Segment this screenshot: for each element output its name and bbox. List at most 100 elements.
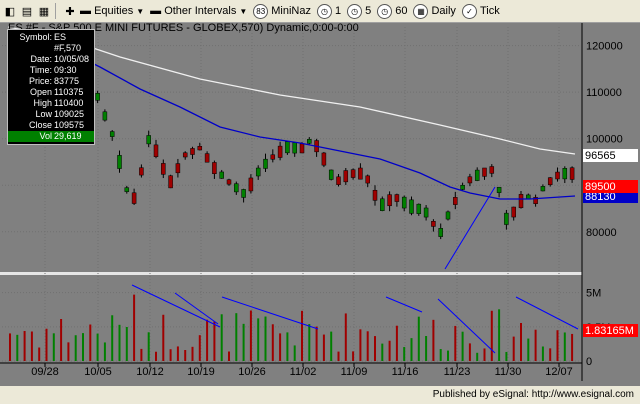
last-volume-label-background bbox=[583, 324, 638, 337]
price-tick-label: 110000 bbox=[586, 87, 622, 99]
footer: Published by eSignal: http://www.esignal… bbox=[0, 386, 640, 404]
info-value: 109025 bbox=[54, 109, 85, 119]
equities-dropdown[interactable]: ▬ Equities ▼ bbox=[80, 5, 144, 17]
candle-body bbox=[255, 167, 261, 177]
volume-tick-label: 5M bbox=[586, 288, 601, 300]
candle-body bbox=[511, 206, 516, 218]
candle-body bbox=[365, 175, 370, 184]
panel-divider bbox=[0, 272, 582, 275]
candle-body bbox=[533, 197, 538, 204]
date-tick-label: 09/28 bbox=[31, 366, 59, 378]
price-tick-label: 100000 bbox=[586, 134, 623, 146]
candle-body bbox=[219, 171, 224, 179]
date-tick-label: 10/19 bbox=[187, 366, 215, 378]
candle-body bbox=[401, 196, 407, 209]
fast-moving-average-line bbox=[59, 46, 576, 200]
last-price-label-background bbox=[583, 180, 638, 193]
price-tick-label: 80000 bbox=[586, 227, 617, 239]
tick-button[interactable]: ✓ Tick bbox=[461, 3, 500, 19]
candle-body bbox=[197, 145, 203, 151]
candle-body bbox=[504, 212, 509, 225]
candle-body bbox=[277, 145, 283, 158]
symbol-badge: 83 bbox=[253, 3, 269, 19]
candle-body bbox=[117, 155, 122, 169]
candle-body bbox=[453, 197, 458, 205]
slow-ma-value-label: 96565 bbox=[585, 150, 616, 162]
last-volume-label: 1.83165M bbox=[585, 325, 634, 337]
volume-trendline bbox=[515, 296, 579, 330]
interval-1-label: 1 bbox=[334, 5, 342, 17]
candle-body bbox=[358, 167, 363, 180]
info-row: Low 109025 bbox=[8, 109, 94, 120]
interval-1-button[interactable]: ◷ 1 bbox=[316, 3, 342, 19]
folder-icon: ▬ bbox=[150, 5, 162, 17]
info-value: 29,619 bbox=[54, 131, 82, 141]
grid-icon[interactable]: ▦ bbox=[38, 5, 50, 18]
toolbar: ◧ ▤ ▦ ✚ ▬ Equities ▼ ▬ Other Intervals ▼ 8… bbox=[0, 0, 640, 23]
daily-button[interactable]: ▦ Daily bbox=[413, 3, 456, 19]
candle-body bbox=[285, 141, 290, 154]
candle-body bbox=[569, 167, 575, 180]
info-key: Price: bbox=[28, 76, 52, 86]
candle-body bbox=[131, 192, 137, 204]
date-tick-label: 10/12 bbox=[136, 366, 164, 378]
chart-background bbox=[0, 23, 640, 381]
clock-icon: ◷ bbox=[316, 3, 332, 19]
chart-title: ES #F - S&P 500 E MINI FUTURES - GLOBEX,… bbox=[8, 22, 359, 34]
candle-body bbox=[212, 162, 217, 174]
interval-60-button[interactable]: ◷ 60 bbox=[377, 3, 407, 19]
calendar-icon: ▦ bbox=[413, 3, 429, 19]
candle-body bbox=[95, 93, 100, 101]
trendlines bbox=[131, 186, 579, 354]
candle-body bbox=[109, 131, 115, 137]
candle-body bbox=[562, 168, 568, 180]
other-intervals-label: Other Intervals bbox=[164, 5, 237, 17]
candle-body bbox=[248, 177, 254, 192]
plus-icon[interactable]: ✚ bbox=[65, 5, 75, 18]
info-key: Low bbox=[35, 109, 52, 119]
candle-body bbox=[153, 144, 159, 157]
mininaz-button[interactable]: 83 MiniNaz bbox=[253, 3, 311, 19]
info-row: High 110400 bbox=[8, 98, 94, 109]
candle-body bbox=[540, 186, 546, 192]
candle-body bbox=[467, 176, 473, 184]
interval-5-button[interactable]: ◷ 5 bbox=[347, 3, 372, 19]
fast-ma-value-label: 88130 bbox=[585, 191, 616, 203]
candle-body bbox=[336, 176, 341, 185]
candle-body bbox=[175, 163, 181, 174]
chevron-down-icon: ▼ bbox=[136, 6, 145, 16]
candle-body bbox=[204, 153, 210, 163]
symbol-icon[interactable]: ◧ bbox=[4, 5, 16, 18]
layout-icon[interactable]: ▤ bbox=[21, 5, 33, 18]
info-key: High bbox=[33, 98, 52, 108]
volume-trendline bbox=[131, 284, 221, 328]
candle-body bbox=[496, 186, 502, 193]
info-value: 10/05/08 bbox=[54, 54, 90, 64]
candle-body bbox=[489, 166, 495, 174]
fast-ma-value-label-background bbox=[583, 190, 638, 203]
candle-body bbox=[234, 183, 239, 193]
candle-body bbox=[168, 175, 173, 189]
cursor-info-box: Symbol: ES #F,570 Date: 10/05/08 Time: 09:30 P… bbox=[7, 29, 95, 145]
date-tick-label: 11/30 bbox=[495, 366, 522, 378]
clock-icon: ◷ bbox=[347, 3, 363, 19]
candle-body bbox=[526, 194, 531, 200]
info-value: 109575 bbox=[54, 120, 85, 130]
info-row: Symbol: ES #F,570 bbox=[8, 32, 94, 54]
candle-body bbox=[226, 179, 232, 185]
candle-body bbox=[270, 154, 276, 160]
candle-body bbox=[321, 152, 327, 166]
candle-body bbox=[350, 169, 356, 178]
info-row: Time: 09:30 bbox=[8, 65, 94, 76]
price-chart[interactable]: 12000011000010000090000800005M2.5M009/28… bbox=[0, 23, 640, 381]
tick-icon: ✓ bbox=[461, 3, 477, 19]
candle-body bbox=[416, 203, 422, 214]
candle-body bbox=[474, 169, 480, 181]
candle-body bbox=[343, 170, 349, 183]
tick-label: Tick bbox=[479, 5, 500, 17]
candle-body bbox=[394, 194, 400, 202]
interval-5-label: 5 bbox=[365, 5, 372, 17]
other-intervals-dropdown[interactable]: ▬ Other Intervals ▼ bbox=[150, 5, 247, 17]
candle-body bbox=[423, 207, 429, 218]
info-row: Open 110375 bbox=[8, 87, 94, 98]
